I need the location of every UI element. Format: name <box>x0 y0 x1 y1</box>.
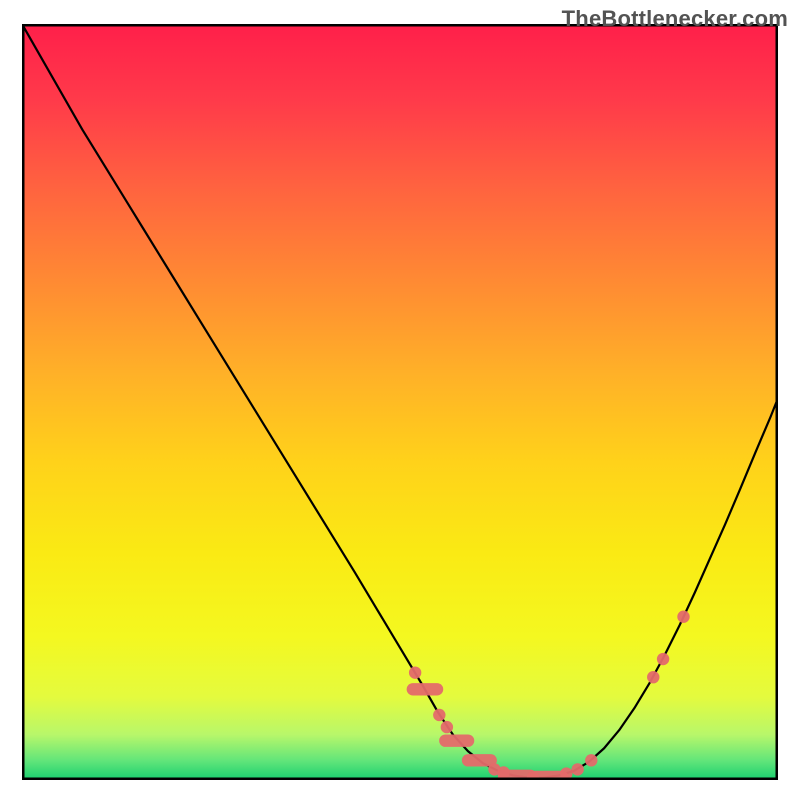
marker-dot <box>409 666 421 678</box>
bottleneck-chart <box>22 24 778 780</box>
marker-dot <box>677 611 689 623</box>
watermark-text: TheBottlenecker.com <box>562 6 788 32</box>
marker-dot <box>441 721 453 733</box>
marker-pill <box>439 734 474 746</box>
chart-svg <box>22 24 778 780</box>
marker-dot <box>571 763 583 775</box>
marker-dot <box>657 653 669 665</box>
marker-dot <box>585 754 597 766</box>
marker-pill <box>407 683 444 695</box>
marker-dot <box>647 671 659 683</box>
marker-dot <box>433 709 445 721</box>
chart-background <box>22 24 778 780</box>
